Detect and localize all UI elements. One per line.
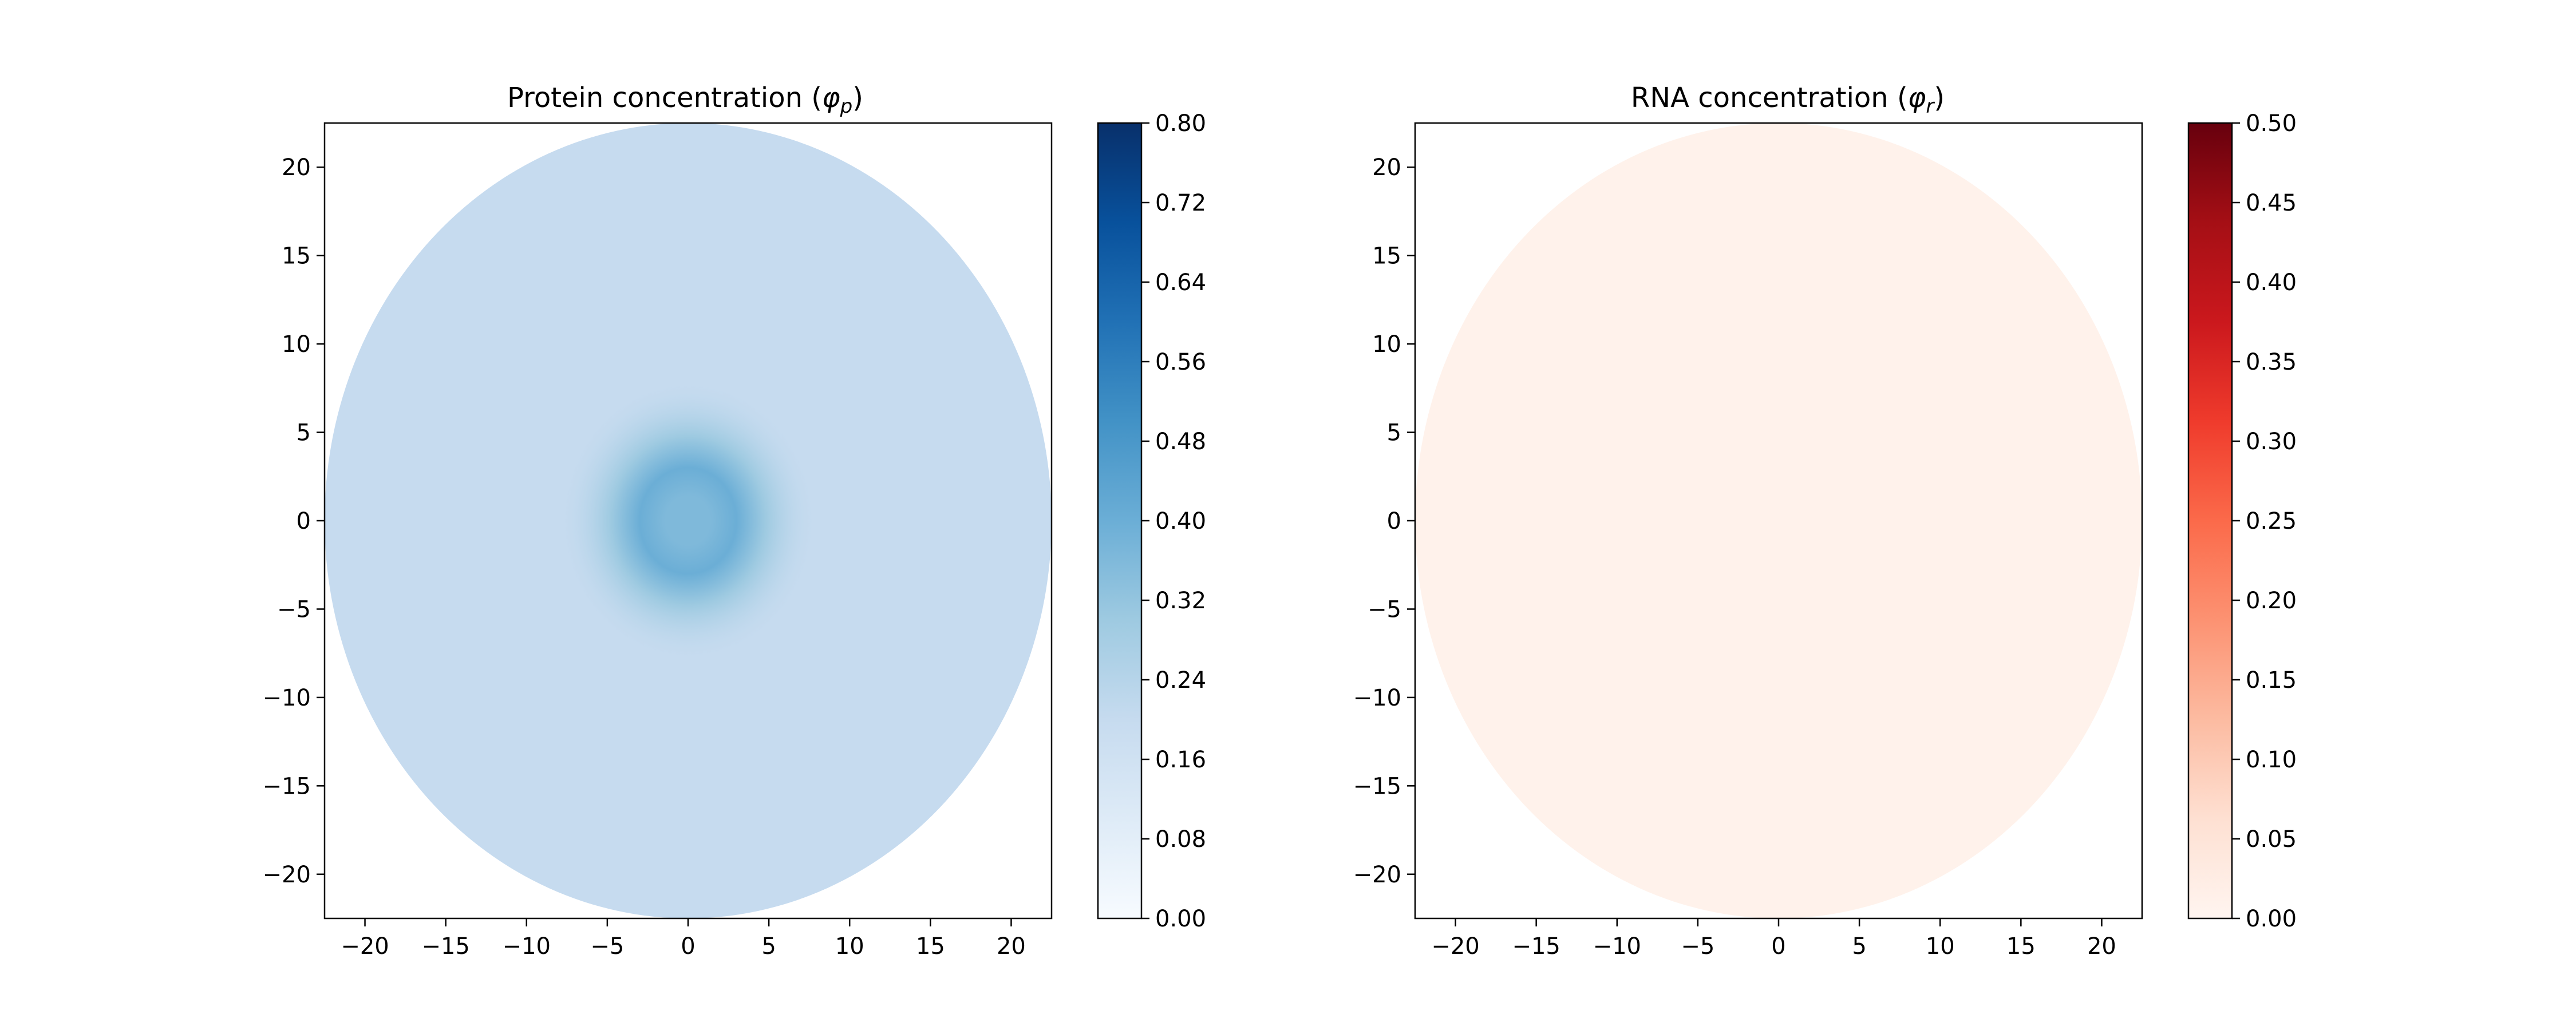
protein-colorbar-tick-label: 0.16 [1155, 747, 1206, 773]
protein-y-tick-label: 10 [282, 331, 311, 358]
rna-y-tick-label: −15 [1353, 773, 1401, 799]
rna-y-tick-label: −20 [1353, 862, 1401, 888]
rna-x-tick-label: −10 [1593, 933, 1641, 960]
rna-y-tick-label: 5 [1387, 420, 1401, 446]
protein-x-tick-label: 10 [835, 933, 864, 960]
protein-colorbar-tick-label: 0.08 [1155, 826, 1206, 853]
protein-x-tick-label: 5 [761, 933, 776, 960]
rna-colorbar-tick-label: 0.20 [2246, 588, 2297, 614]
rna-y-tick-label: 10 [1372, 331, 1401, 358]
rna-colorbar-tick-label: 0.25 [2246, 508, 2297, 534]
rna-y-tick-label: 15 [1372, 243, 1401, 270]
protein-colorbar-tick-label: 0.00 [1155, 906, 1206, 932]
protein-colorbar-tick-label: 0.80 [1155, 110, 1206, 137]
rna-heatmap-area: −20 −15 −10 −5 0 5 10 15 20 −20 −15 −10 −5 0 5 10 15 20 [1353, 122, 2143, 960]
rna-colorbar-tick-label: 0.50 [2246, 110, 2297, 137]
protein-x-tick-label: −10 [503, 933, 551, 960]
protein-plot-title: Protein concentration (φp) [507, 82, 863, 118]
rna-colorbar-tick-label: 0.10 [2246, 747, 2297, 773]
rna-x-tick-label: −15 [1512, 933, 1560, 960]
protein-x-tick-label: −5 [590, 933, 624, 960]
rna-colorbar-tick-label: 0.40 [2246, 270, 2297, 296]
rna-domain-disk [1415, 123, 2142, 918]
protein-y-tick-label: −5 [277, 596, 311, 623]
rna-x-tick-label: −5 [1681, 933, 1714, 960]
protein-x-tick-label: 20 [997, 933, 1026, 960]
protein-colorbar-tick-label: 0.24 [1155, 667, 1206, 694]
protein-droplet [559, 379, 817, 663]
protein-x-tick-label: 0 [681, 933, 695, 960]
protein-colorbar-tick-label: 0.32 [1155, 588, 1206, 614]
protein-heatmap-area: −20 −15 −10 −5 0 5 10 15 20 −20 −15 −10 −5 0 5 10 15 20 [263, 122, 1053, 960]
rna-colorbar-gradient [2188, 123, 2232, 918]
protein-colorbar: 0.00 0.08 0.16 0.24 0.32 0.40 0.48 0.56 0.64 0.72… [1097, 110, 1206, 932]
protein-y-tick-label: −15 [263, 773, 311, 799]
protein-colorbar-tick-label: 0.64 [1155, 270, 1206, 296]
protein-y-tick-label: −20 [263, 862, 311, 888]
rna-concentration-panel: RNA concentration (φr) −20 −15 −10 −5 0 5 10 15… [1353, 82, 2297, 960]
protein-colorbar-tick-label: 0.56 [1155, 349, 1206, 375]
rna-plot-title: RNA concentration (φr) [1631, 82, 1945, 118]
rna-colorbar-tick-label: 0.45 [2246, 190, 2297, 216]
rna-x-tick-label: 10 [1926, 933, 1955, 960]
rna-y-tick-label: −10 [1353, 685, 1401, 711]
rna-colorbar-tick-label: 0.35 [2246, 349, 2297, 375]
rna-colorbar-tick-label: 0.30 [2246, 429, 2297, 455]
protein-y-tick-label: 5 [297, 420, 311, 446]
rna-y-tick-label: 0 [1387, 508, 1401, 534]
rna-y-tick-label: −5 [1368, 596, 1401, 623]
rna-x-tick-label: 5 [1852, 933, 1866, 960]
rna-y-tick-label: 20 [1372, 154, 1401, 181]
protein-x-tick-label: −20 [341, 933, 389, 960]
protein-y-tick-label: 20 [282, 154, 311, 181]
rna-x-tick-label: 20 [2087, 933, 2116, 960]
protein-colorbar-tick-label: 0.72 [1155, 190, 1206, 216]
rna-x-tick-label: 15 [2006, 933, 2036, 960]
protein-colorbar-tick-label: 0.40 [1155, 508, 1206, 534]
protein-x-tick-label: 15 [916, 933, 945, 960]
rna-x-tick-label: −20 [1431, 933, 1479, 960]
rna-colorbar-tick-label: 0.05 [2246, 826, 2297, 853]
protein-colorbar-tick-label: 0.48 [1155, 429, 1206, 455]
rna-colorbar: 0.00 0.05 0.10 0.15 0.20 0.25 0.30 0.35 0.40 0.45… [2187, 110, 2297, 932]
rna-colorbar-tick-label: 0.00 [2246, 906, 2297, 932]
rna-x-tick-label: 0 [1771, 933, 1785, 960]
protein-colorbar-gradient [1098, 123, 1141, 918]
protein-y-tick-label: 15 [282, 243, 311, 270]
protein-y-tick-label: 0 [297, 508, 311, 534]
rna-colorbar-tick-label: 0.15 [2246, 667, 2297, 694]
protein-x-tick-label: −15 [421, 933, 469, 960]
protein-concentration-panel: Protein concentration (φp) −20 −15 −10 −5 0 5… [263, 82, 1206, 960]
protein-y-tick-label: −10 [263, 685, 311, 711]
